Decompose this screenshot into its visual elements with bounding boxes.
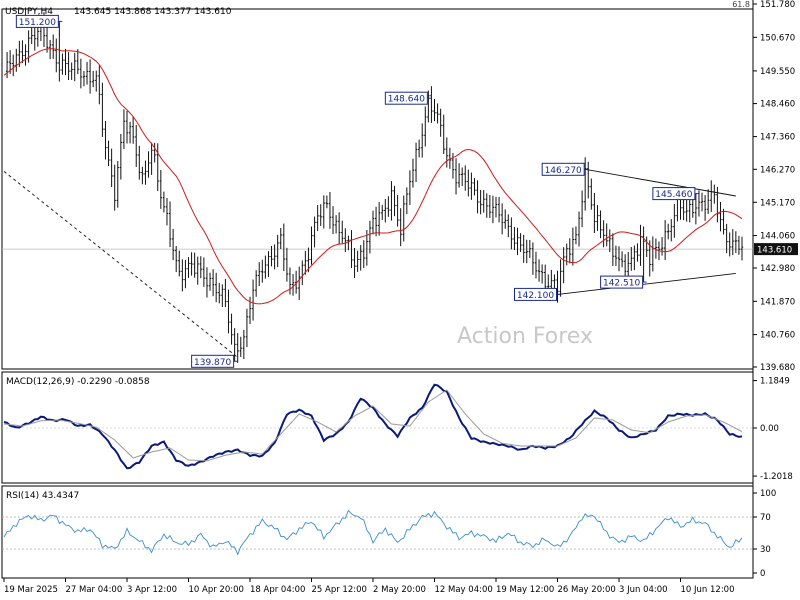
x-axis: 19 Mar 2025 27 Mar 04:00 3 Apr 12:00 10 Apr… [3, 578, 735, 595]
indicator-tick-label: 0 [760, 569, 765, 579]
price-label-text: 148.640 [388, 95, 425, 105]
x-tick-label: 3 Apr 12:00 [127, 585, 177, 595]
price-tick-label: 147.360 [760, 133, 795, 143]
macd-signal-line [3, 389, 743, 462]
indicator-tick-label: 100 [760, 489, 776, 499]
price-tick-label: 141.870 [760, 297, 795, 307]
symbol-label: USDJPY,H4 [5, 7, 53, 17]
price-label-text: 146.270 [545, 166, 582, 176]
price-label-text: 139.870 [194, 358, 231, 368]
macd-title: MACD(12,26,9) -0.2290 -0.0858 [6, 377, 150, 387]
x-tick-label: 10 Apr 20:00 [189, 585, 244, 595]
price-label-text: 142.510 [603, 279, 640, 289]
price-label-text: 142.100 [517, 291, 554, 301]
current-price-label: 143.610 [757, 246, 792, 256]
rsi-line [3, 509, 743, 556]
trendline [585, 168, 736, 197]
price-label-text: 145.460 [655, 190, 692, 200]
price-tick-label: 139.680 [760, 363, 795, 373]
macd-line [3, 383, 743, 470]
x-tick-label: 3 Jun 04:00 [619, 585, 668, 595]
price-tick-label: 148.460 [760, 100, 795, 110]
x-tick-label: 19 May 12:00 [496, 585, 554, 595]
price-tick-label: 146.270 [760, 165, 795, 175]
price-tick-label: 151.780 [760, 0, 795, 10]
price-tick-label: 149.550 [760, 67, 795, 77]
moving-average-line [3, 48, 743, 305]
indicator-tick-label: 0.00 [760, 424, 779, 434]
ohlc-readout: 143.645 143.868 143.377 143.610 [74, 7, 232, 17]
rsi-chart: 100 70 30 0 [2, 489, 776, 579]
x-tick-label: 26 May 20:00 [558, 585, 616, 595]
indicator-tick-label: -1.2018 [760, 472, 793, 482]
price-chart: 151.780 150.670 149.550 148.460 147.360 146.2… [2, 0, 798, 373]
price-tick-label: 140.760 [760, 331, 795, 341]
rsi-title: RSI(14) 43.4347 [6, 491, 79, 501]
trendline [557, 272, 736, 295]
x-tick-label: 25 Apr 12:00 [312, 585, 367, 595]
x-tick-label: 27 Mar 04:00 [66, 585, 123, 595]
price-tick-label: 144.060 [760, 232, 795, 242]
watermark: Action Forex [457, 324, 593, 349]
x-tick-label: 12 May 04:00 [435, 585, 493, 595]
x-tick-label: 10 Jun 12:00 [681, 585, 735, 595]
indicator-tick-label: 1.1849 [760, 377, 790, 387]
price-tick-label: 150.670 [760, 33, 795, 43]
indicator-tick-label: 30 [760, 545, 771, 555]
indicator-tick-label: 70 [760, 513, 771, 523]
price-tick-label: 142.980 [760, 264, 795, 274]
rsi-panel-frame [1, 485, 754, 579]
trendline [3, 171, 238, 358]
price-label-text: 151.200 [19, 18, 56, 28]
top-right-marker: 61.8 [732, 0, 750, 9]
price-tick-label: 145.170 [760, 198, 795, 208]
x-tick-label: 18 Apr 04:00 [250, 585, 305, 595]
x-tick-label: 2 May 20:00 [373, 585, 426, 595]
current-price-box [754, 243, 798, 256]
macd-chart: 1.1849 0.00 -1.2018 [2, 377, 793, 482]
macd-panel-frame [1, 371, 754, 484]
x-tick-label: 19 Mar 2025 [4, 585, 58, 595]
